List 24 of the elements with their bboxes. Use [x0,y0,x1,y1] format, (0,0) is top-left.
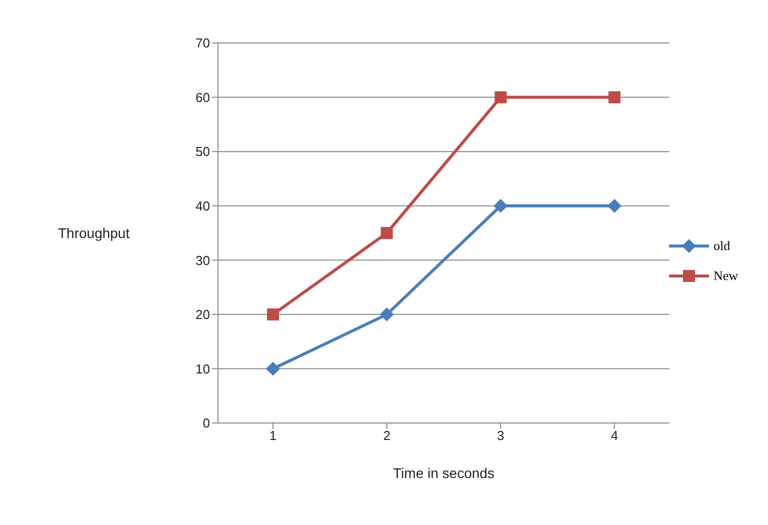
x-tick-label: 3 [497,428,504,444]
point [267,308,279,320]
point [607,198,622,213]
y-tick-label: 10 [196,361,210,376]
y-tick-label: 20 [196,307,210,322]
x-tick-label: 4 [610,428,618,444]
legend-label: New [713,268,738,284]
point [608,91,620,104]
y-tick-label: 70 [196,36,210,51]
y-tick-label: 60 [196,90,210,105]
y-tick-label: 0 [202,416,210,431]
x-tick-label: 1 [269,428,277,444]
y-axis-title: Throughput [58,224,130,241]
y-tick-label: 40 [196,198,210,214]
point [380,307,394,322]
point [380,227,393,239]
x-axis-title: Time in seconds [393,465,494,481]
point [494,198,508,213]
point [266,362,280,376]
y-tick-label: 30 [196,252,210,268]
legend-label: old [713,238,730,254]
x-tick-label: 2 [383,428,390,444]
y-tick-label: 50 [196,144,210,160]
point [494,91,507,104]
